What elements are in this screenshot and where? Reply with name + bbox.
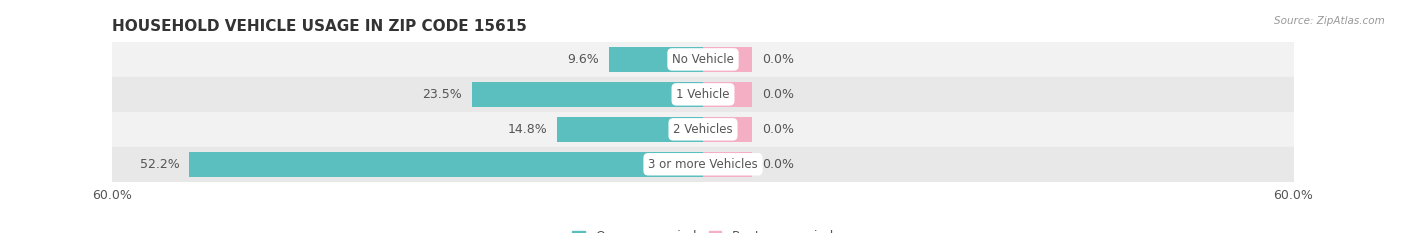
Text: 9.6%: 9.6% bbox=[567, 53, 599, 66]
Bar bbox=[703, 47, 752, 72]
Text: 0.0%: 0.0% bbox=[762, 88, 794, 101]
Text: Source: ZipAtlas.com: Source: ZipAtlas.com bbox=[1274, 16, 1385, 26]
Bar bbox=[703, 117, 752, 142]
Text: HOUSEHOLD VEHICLE USAGE IN ZIP CODE 15615: HOUSEHOLD VEHICLE USAGE IN ZIP CODE 1561… bbox=[112, 19, 527, 34]
Text: 52.2%: 52.2% bbox=[139, 158, 180, 171]
Bar bbox=[112, 77, 1294, 112]
Text: 23.5%: 23.5% bbox=[422, 88, 463, 101]
Bar bbox=[112, 112, 1294, 147]
Text: 14.8%: 14.8% bbox=[508, 123, 547, 136]
Bar bbox=[557, 117, 703, 142]
Bar bbox=[609, 47, 703, 72]
Bar bbox=[190, 152, 703, 177]
Text: 1 Vehicle: 1 Vehicle bbox=[676, 88, 730, 101]
Bar bbox=[703, 152, 752, 177]
Text: 0.0%: 0.0% bbox=[762, 53, 794, 66]
Bar bbox=[472, 82, 703, 107]
Text: 3 or more Vehicles: 3 or more Vehicles bbox=[648, 158, 758, 171]
Text: 2 Vehicles: 2 Vehicles bbox=[673, 123, 733, 136]
Text: 0.0%: 0.0% bbox=[762, 123, 794, 136]
Text: 0.0%: 0.0% bbox=[762, 158, 794, 171]
Legend: Owner-occupied, Renter-occupied: Owner-occupied, Renter-occupied bbox=[568, 225, 838, 233]
Bar bbox=[112, 42, 1294, 77]
Text: No Vehicle: No Vehicle bbox=[672, 53, 734, 66]
Bar bbox=[112, 147, 1294, 182]
Bar bbox=[703, 82, 752, 107]
